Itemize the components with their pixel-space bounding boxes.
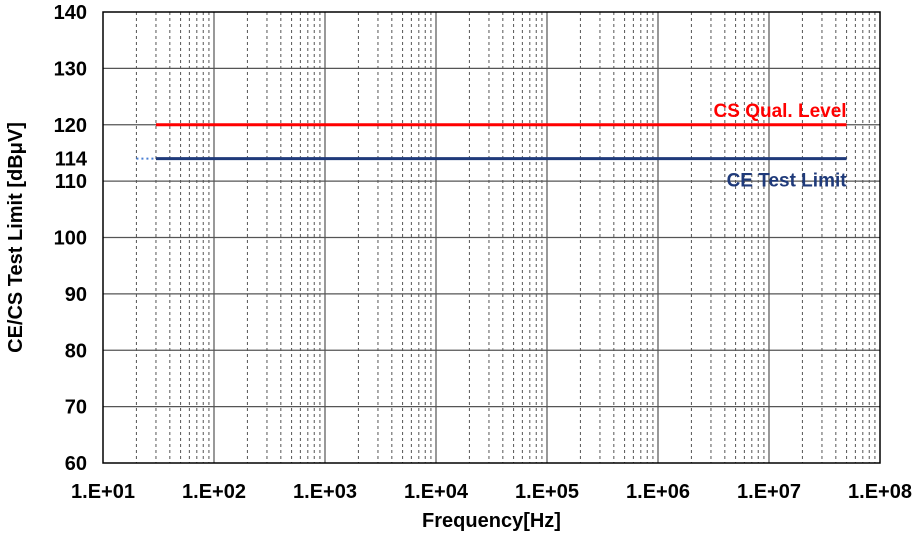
x-axis-title: Frequency[Hz] bbox=[422, 510, 561, 532]
y-tick-label: 110 bbox=[55, 171, 87, 193]
x-tick-label: 1.E+08 bbox=[848, 481, 912, 503]
y-tick-label: 100 bbox=[54, 228, 87, 250]
y-tick-label: 120 bbox=[54, 115, 87, 137]
x-tick-label: 1.E+05 bbox=[515, 481, 579, 503]
y-tick-label: 130 bbox=[54, 58, 87, 80]
x-tick-labels: 1.E+01 1.E+02 1.E+03 1.E+04 1.E+05 1.E+06 1.E+… bbox=[71, 481, 912, 503]
x-tick-label: 1.E+06 bbox=[626, 481, 690, 503]
series-label: CE Test Limit bbox=[727, 171, 848, 192]
series-layer bbox=[136, 123, 847, 161]
y-tick-label: 60 bbox=[65, 453, 87, 475]
x-tick-label: 1.E+07 bbox=[737, 481, 801, 503]
y-axis-title: CE/CS Test Limit [dBμV] bbox=[5, 122, 27, 353]
y-tick-label: 114 bbox=[55, 149, 88, 171]
x-tick-label: 1.E+03 bbox=[293, 481, 357, 503]
y-tick-label: 70 bbox=[65, 397, 87, 419]
x-tick-label: 1.E+04 bbox=[404, 481, 469, 503]
y-tick-label: 90 bbox=[65, 284, 87, 306]
series-label: CS Qual. Level bbox=[714, 101, 847, 122]
y-tick-label: 80 bbox=[65, 340, 87, 362]
x-tick-label: 1.E+02 bbox=[182, 481, 246, 503]
plot-frame bbox=[102, 11, 881, 464]
x-tick-label: 1.E+01 bbox=[71, 481, 135, 503]
y-tick-label: 140 bbox=[54, 2, 87, 24]
series-labels: CS Qual. Level CE Test Limit bbox=[714, 101, 848, 192]
